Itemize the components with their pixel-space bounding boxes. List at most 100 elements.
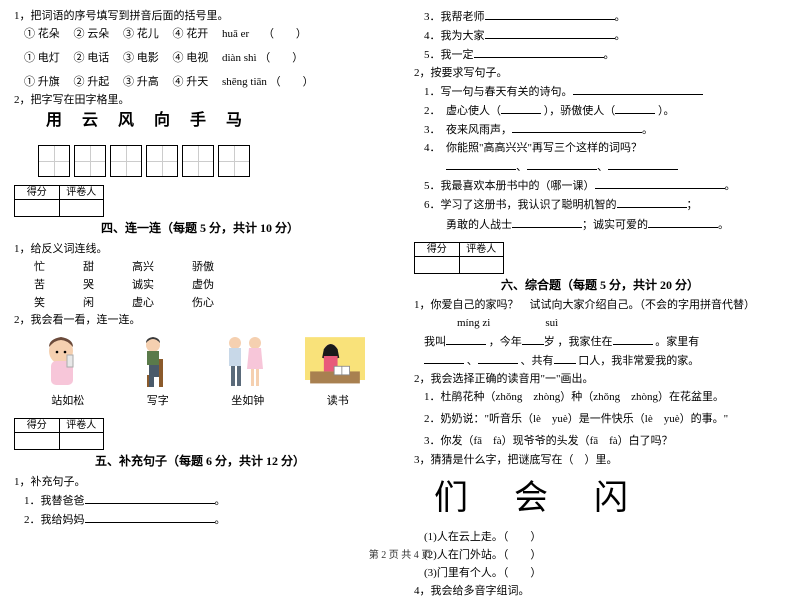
image-match-row xyxy=(20,333,380,391)
text: 勇敢的人战士 xyxy=(424,219,512,231)
text: 5．我一定 xyxy=(424,49,474,61)
cont-l3: 3．我帮老师。 xyxy=(414,8,786,26)
sec5-line2: 2．我给妈妈。 xyxy=(14,511,386,529)
big-char: 会 xyxy=(514,473,548,526)
fill-blank[interactable] xyxy=(85,492,215,504)
q1-row1: ① 花朵 ② 云朵 ③ 花儿 ④ 花开 huā er （ ） xyxy=(14,26,386,43)
sec6-q4-stem: 4，我会给多音字组词。 xyxy=(414,583,786,600)
text: 、共有 xyxy=(521,355,554,367)
fill-blank[interactable] xyxy=(512,121,642,133)
text: ）。 xyxy=(658,105,675,117)
fill-blank[interactable] xyxy=(512,216,582,228)
sec6-q1-stem: 1，你爱自己的家吗？ 试试向大家介绍自己。（不会的字用拼音代替） xyxy=(414,297,786,314)
tianzi-grid-row xyxy=(38,145,386,177)
sec6-q2-l3: 3．你发（fā fà）现爷爷的头发（fā fà）白了吗？ xyxy=(414,433,786,450)
char: 向 xyxy=(146,111,178,143)
fill-blank[interactable] xyxy=(478,352,518,364)
reading-girl-icon xyxy=(305,333,365,391)
text: 2． 虚心使人（ xyxy=(424,105,501,117)
sec5-line1: 1．我替爸爸。 xyxy=(14,492,386,510)
match-item: 苦 xyxy=(34,277,45,294)
tianzi-cell[interactable] xyxy=(110,145,142,177)
opt: ② 升起 xyxy=(74,76,110,88)
text: ），骄傲使人（ xyxy=(544,105,616,117)
right-column: 3．我帮老师。 4．我为大家。 5．我一定。 2，按要求写句子。 1．写一句与春… xyxy=(400,0,800,540)
fill-blank[interactable] xyxy=(527,158,597,170)
text: 1．我替爸爸 xyxy=(24,495,85,507)
opt: ④ 电视 xyxy=(173,52,209,64)
cont-l4: 4．我为大家。 xyxy=(414,27,786,45)
fill-blank[interactable] xyxy=(485,8,615,20)
paren: （ ） xyxy=(263,28,307,40)
fill-blank[interactable] xyxy=(573,83,703,95)
match-item: 甜 xyxy=(83,259,94,276)
pinyin: míng zi xyxy=(457,317,490,329)
fill-blank[interactable] xyxy=(613,333,653,345)
fill-blank[interactable] xyxy=(615,102,655,114)
fill-blank[interactable] xyxy=(424,352,464,364)
fill-blank[interactable] xyxy=(617,196,687,208)
char: 马 xyxy=(218,111,250,143)
fill-blank[interactable] xyxy=(522,333,544,345)
fill-blank[interactable] xyxy=(608,158,678,170)
text: ；诚实可爱的 xyxy=(582,219,648,231)
sec4-q1-stem: 1，给反义词连线。 xyxy=(14,241,386,258)
opt: ① 花朵 xyxy=(24,28,60,40)
match-item: 虚心 xyxy=(132,295,154,312)
cont-l5: 5．我一定。 xyxy=(414,46,786,64)
fill-blank[interactable] xyxy=(595,177,725,189)
paren: （ ） xyxy=(259,52,303,64)
section-6-title: 六、综合题（每题 5 分，共计 20 分） xyxy=(414,276,786,295)
opt: ① 电灯 xyxy=(24,52,60,64)
match-col-a: 忙 苦 笑 xyxy=(34,259,45,312)
q1-stem: 1，把词语的序号填写到拼音后面的括号里。 xyxy=(14,8,386,25)
match-col-c: 高兴 诚实 虚心 xyxy=(132,259,154,312)
text: 1．写一句与春天有关的诗句。 xyxy=(424,86,573,98)
fill-blank[interactable] xyxy=(554,352,576,364)
opt: ② 云朵 xyxy=(74,28,110,40)
r-q2-l2: 2． 虚心使人（ ），骄傲使人（ ）。 xyxy=(414,102,786,120)
opt: ③ 花儿 xyxy=(123,28,159,40)
char: 云 xyxy=(74,111,106,143)
sec4-q2-stem: 2，我会看一看，连一连。 xyxy=(14,312,386,329)
match-item: 闲 xyxy=(83,295,94,312)
img-label: 站如松 xyxy=(51,393,84,410)
char: 用 xyxy=(38,111,70,143)
sec6-q3-stem: 3，猜猜是什么字，把谜底写在（ ）里。 xyxy=(414,452,786,469)
tianzi-cell[interactable] xyxy=(218,145,250,177)
section-4-title: 四、连一连（每题 5 分，共计 10 分） xyxy=(14,219,386,238)
score-box-6: 得分 评卷人 xyxy=(414,242,504,274)
fill-blank[interactable] xyxy=(446,158,516,170)
riddle-3: (3)门里有个人。（ ） xyxy=(414,565,786,582)
text: 6．学习了这册书，我认识了聪明机智的 xyxy=(424,199,617,211)
sitting-boy-icon xyxy=(125,333,185,391)
sec6-q1-pinyin: míng zi suì xyxy=(414,315,786,332)
sec6-q2-l2: 2．奶奶说："听音乐（lè yuè）是一件快乐（lè yuè）的事。" xyxy=(414,411,786,428)
image-label-row: 站如松 写字 坐如钟 读书 xyxy=(20,393,380,410)
fill-blank[interactable] xyxy=(85,511,215,523)
fill-blank[interactable] xyxy=(501,102,541,114)
r-q2-stem: 2，按要求写句子。 xyxy=(414,65,786,82)
grader-hdr: 评卷人 xyxy=(60,186,104,200)
pinyin: suì xyxy=(545,317,558,329)
sec6-q1-line1: 我叫 ，今年岁 ，我家住在 。家里有 xyxy=(414,333,786,351)
tianzi-cell[interactable] xyxy=(146,145,178,177)
match-item: 骄傲 xyxy=(192,259,214,276)
match-item: 诚实 xyxy=(132,277,154,294)
fill-blank[interactable] xyxy=(648,216,718,228)
sec5-q1-stem: 1，补充句子。 xyxy=(14,474,386,491)
fill-blank[interactable] xyxy=(474,46,604,58)
text: 3．我帮老师 xyxy=(424,11,485,23)
tianzi-cell[interactable] xyxy=(74,145,106,177)
fill-blank[interactable] xyxy=(485,27,615,39)
fill-blank[interactable] xyxy=(446,333,486,345)
big-char: 们 xyxy=(434,473,468,526)
big-char: 闪 xyxy=(594,473,628,526)
opt: ④ 花开 xyxy=(173,28,209,40)
sec6-q2-l1: 1．杜鹃花种（zhǒng zhòng）种（zhǒng zhòng）在花盆里。 xyxy=(414,389,786,406)
match-col-d: 骄傲 虚伪 伤心 xyxy=(192,259,214,312)
tianzi-cell[interactable] xyxy=(182,145,214,177)
tianzi-cell[interactable] xyxy=(38,145,70,177)
riddle-big-chars: 们 会 闪 xyxy=(434,473,786,526)
r-q2-l5: 5．我最喜欢本册书中的（哪一课）。 xyxy=(414,177,786,195)
